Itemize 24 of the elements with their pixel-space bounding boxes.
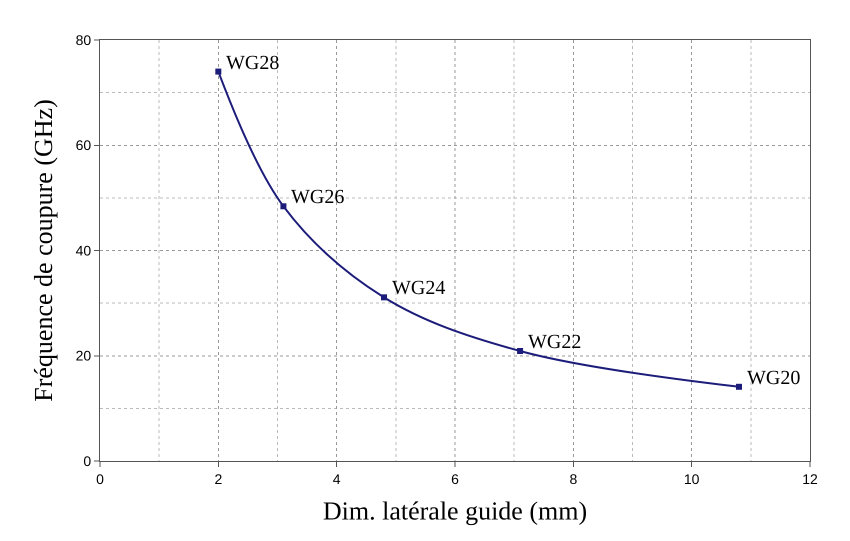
- y-tick-label: 20: [76, 348, 92, 364]
- annotation: WG24: [392, 277, 446, 299]
- point: [381, 294, 387, 300]
- point: [736, 384, 742, 390]
- y-tick-label: 80: [76, 32, 92, 48]
- x-tick-label: 10: [684, 470, 700, 487]
- x-tick-label: 6: [451, 470, 460, 487]
- annotation: WG26: [291, 186, 344, 208]
- x-tick-label: 2: [214, 470, 222, 487]
- annotation: WG22: [528, 331, 582, 353]
- point: [517, 348, 524, 354]
- y-tick-label: 60: [76, 137, 92, 154]
- annotation: WG20: [747, 367, 800, 389]
- x-tick-label: 0: [96, 470, 104, 487]
- point: [280, 203, 286, 210]
- x-tick-label: 12: [802, 470, 818, 487]
- y-tick-label: 40: [76, 242, 92, 258]
- y-axis-title: Fréquence de coupure (GHz): [29, 99, 58, 402]
- x-tick-label: 4: [332, 470, 341, 487]
- y-tick-label: 0: [83, 452, 92, 469]
- x-axis-title: Dim. latérale guide (mm): [322, 496, 588, 526]
- annotation: WG28: [226, 52, 280, 74]
- x-tick-label: 8: [569, 470, 578, 487]
- point: [215, 68, 222, 75]
